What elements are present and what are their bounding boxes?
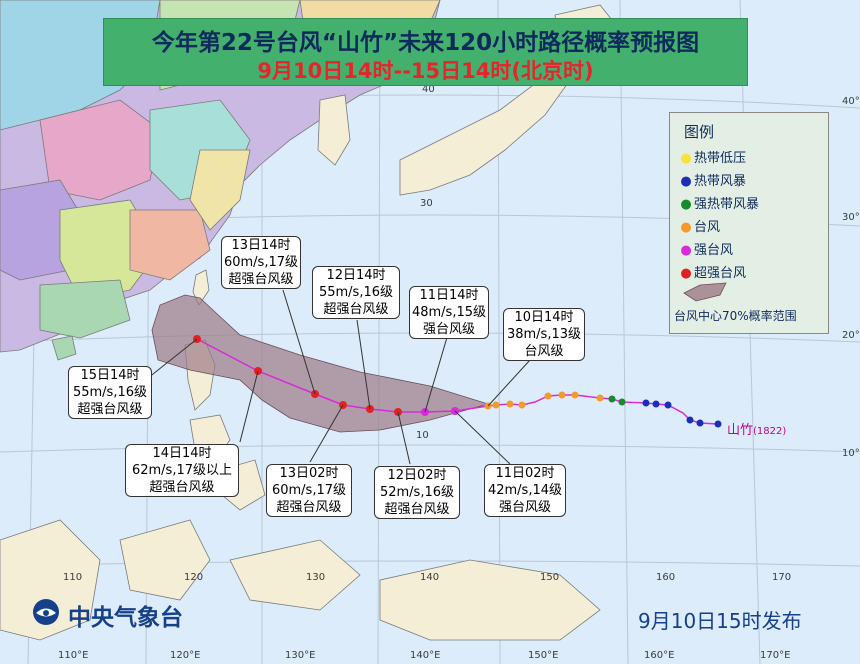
- legend-area-label: 台风中心70%概率范围: [674, 309, 797, 323]
- typhoon-symbol-icon: ●: [680, 197, 692, 212]
- probability-area-icon: [683, 282, 727, 302]
- hainan: [51, 335, 77, 361]
- callout-13d14h: 13日14时 60m/s,17级 超强台风级: [221, 236, 301, 289]
- lon-label: 140: [420, 572, 440, 583]
- callout-15d14h: 15日14时 55m/s,16级 超强台风级: [68, 366, 152, 419]
- footer-agency: 中央气象台: [68, 605, 183, 631]
- map-subtitle: 9月10日14时--15日14时(北京时): [257, 59, 594, 83]
- lat-right-label: 40°N: [842, 96, 860, 107]
- callout-11d02h: 11日02时 42m/s,14级 强台风级: [484, 464, 566, 517]
- typhoon-symbol-icon: ●: [680, 266, 692, 281]
- callout-13d02h: 13日02时 60m/s,17级 超强台风级: [266, 464, 352, 517]
- lon-bottom-label: 170°E: [760, 650, 791, 661]
- lon-bottom-label: 120°E: [170, 650, 201, 661]
- legend: 图例 ● 热带低压 ● 热带风暴 ● 强热带风暴 ● 台风 ● 强台风 ● 超强台风 台风中…: [669, 112, 829, 334]
- lon-label: 150: [540, 572, 560, 583]
- typhoon-symbol-icon: ●: [680, 174, 692, 189]
- legend-item-ty: ● 台风: [678, 216, 720, 235]
- legend-title: 图例: [684, 123, 715, 141]
- lat-label: 10: [416, 430, 429, 441]
- callout-12d14h: 12日14时 55m/s,16级 超强台风级: [312, 266, 400, 319]
- legend-item-sty: ● 强台风: [678, 239, 733, 258]
- map-title: 今年第22号台风“山竹”未来120小时路径概率预报图: [151, 30, 700, 56]
- lon-label: 170: [772, 572, 792, 583]
- cma-logo-icon: [33, 599, 59, 625]
- lon-bottom-label: 110°E: [58, 650, 89, 661]
- lon-bottom-label: 130°E: [285, 650, 316, 661]
- lat-right-label: 10°N: [842, 448, 860, 459]
- typhoon-symbol-icon: ●: [680, 220, 692, 235]
- lon-bottom-label: 160°E: [644, 650, 675, 661]
- lon-bottom-label: 140°E: [410, 650, 441, 661]
- legend-item-ts: ● 热带风暴: [678, 170, 746, 189]
- taiwan: [192, 269, 210, 306]
- legend-item-sts: ● 强热带风暴: [678, 193, 759, 212]
- typhoon-name: 山竹(1822): [727, 423, 787, 438]
- callout-10d14h: 10日14时 38m/s,13级 台风级: [503, 308, 585, 361]
- lat-right-label: 30°N: [842, 212, 860, 223]
- lon-label: 130: [306, 572, 326, 583]
- lat-label: 40: [422, 84, 435, 95]
- legend-item-superty: ● 超强台风: [678, 262, 746, 281]
- callout-11d14h: 11日14时 48m/s,15级 强台风级: [409, 286, 489, 339]
- callout-14d14h: 14日14时 62m/s,17级以上 超强台风级: [125, 444, 239, 497]
- legend-item-td: ● 热带低压: [678, 147, 746, 166]
- lon-label: 120: [184, 572, 204, 583]
- lat-label: 30: [420, 198, 433, 209]
- callout-leaders: [147, 289, 531, 465]
- lon-bottom-label: 150°E: [528, 650, 559, 661]
- typhoon-symbol-icon: ●: [680, 243, 692, 258]
- title-panel: 今年第22号台风“山竹”未来120小时路径概率预报图 9月10日14时--15日…: [103, 18, 748, 86]
- lon-label: 160: [656, 572, 676, 583]
- southern-islands: [0, 519, 601, 641]
- footer-issue-time: 9月10日15时发布: [638, 609, 802, 633]
- lat-right-label: 20°N: [842, 330, 860, 341]
- lon-label: 110: [63, 572, 83, 583]
- probability-cone: [151, 294, 490, 433]
- callout-12d02h: 12日02时 52m/s,16级 超强台风级: [374, 466, 460, 519]
- track-points: [484, 391, 722, 428]
- typhoon-symbol-icon: ●: [680, 151, 692, 166]
